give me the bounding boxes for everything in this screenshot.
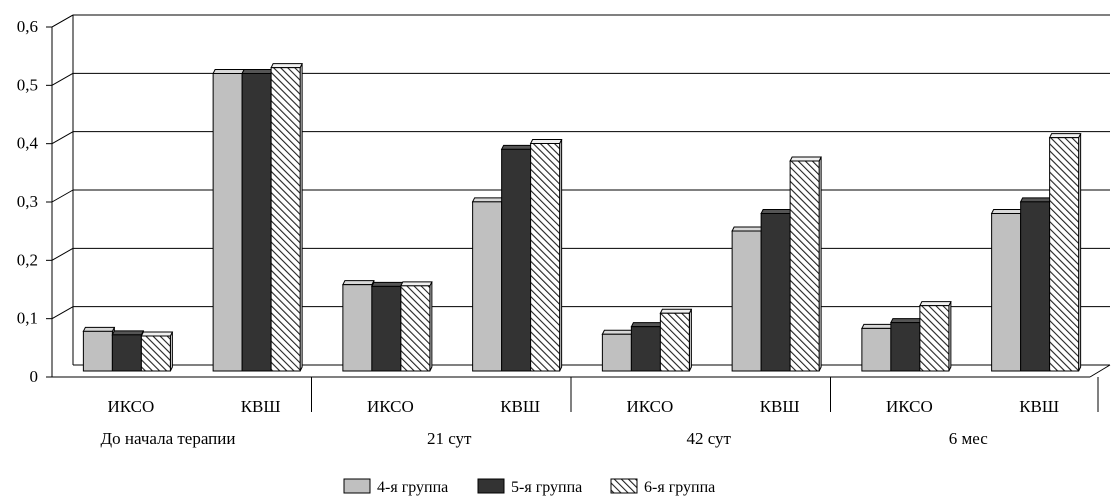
bar-top — [1019, 197, 1053, 203]
bar — [400, 285, 431, 372]
bar-top — [212, 69, 245, 74]
bar-top — [529, 139, 563, 144]
floor-right-edge — [1089, 364, 1111, 378]
gridline-depth — [51, 131, 74, 145]
group-label: 42 сут — [686, 429, 731, 448]
bar-top — [371, 281, 404, 287]
y-axis-depth-top — [51, 14, 74, 28]
legend-label: 5-я группа — [511, 479, 582, 496]
bar — [501, 148, 532, 372]
bar — [630, 326, 661, 372]
bar — [212, 73, 243, 372]
bar — [371, 285, 402, 372]
legend-label: 6-я группа — [644, 479, 715, 496]
category-label: ИКСО — [107, 397, 154, 416]
bar — [890, 322, 921, 372]
y-tick-label: 0,4 — [17, 134, 39, 153]
bar — [1020, 201, 1051, 372]
legend-label: 4-я группа — [377, 479, 448, 496]
y-tick-label: 0,2 — [17, 250, 38, 269]
bar — [1049, 137, 1080, 372]
category-label: КВШ — [760, 397, 800, 416]
bar — [789, 160, 820, 372]
bars-layer — [82, 63, 1082, 372]
bar — [760, 213, 791, 372]
legend-swatch — [343, 478, 371, 494]
bar — [861, 327, 892, 372]
category-label: КВШ — [500, 397, 540, 416]
bar-top — [82, 326, 116, 332]
category-label: КВШ — [1019, 397, 1059, 416]
bar — [270, 67, 301, 372]
group-label: 21 сут — [427, 429, 472, 448]
category-label: ИКСО — [886, 397, 933, 416]
bar-top — [861, 323, 894, 329]
category-label: КВШ — [241, 397, 281, 416]
bar-top — [919, 301, 952, 307]
group-label: 6 мес — [949, 429, 988, 448]
category-label: ИКСО — [367, 397, 414, 416]
gridline-depth — [51, 72, 74, 86]
bar-top — [890, 318, 923, 324]
bar — [111, 334, 142, 372]
y-tick-label: 0,6 — [17, 17, 38, 36]
bar — [731, 230, 762, 372]
bar — [342, 284, 373, 372]
bar-top — [659, 308, 693, 314]
category-label: ИКСО — [626, 397, 673, 416]
gridline-depth — [51, 306, 74, 320]
y-tick-label: 0,1 — [17, 309, 38, 328]
bar-top — [630, 322, 664, 328]
legend: 4-я группа 5-я группа 6-я группа — [343, 478, 715, 496]
bar — [991, 213, 1022, 372]
bar-top — [1048, 133, 1082, 139]
bar-top — [241, 69, 274, 74]
gridline-depth — [51, 189, 74, 203]
legend-swatch — [477, 478, 505, 494]
y-tick-label: 0,5 — [17, 75, 38, 94]
bar-top — [111, 330, 145, 336]
bar-top — [601, 329, 635, 335]
bar — [659, 312, 690, 372]
bar-top — [270, 63, 303, 69]
bar-top — [342, 280, 375, 286]
bar-top — [471, 197, 505, 203]
y-tick-label: 0 — [30, 367, 39, 386]
bar-top — [140, 331, 174, 337]
bar — [140, 335, 171, 372]
bar-top — [760, 209, 793, 214]
bar-top — [789, 156, 822, 162]
bar — [530, 143, 561, 372]
legend-swatch — [610, 478, 638, 494]
bar-top — [731, 226, 764, 232]
bar — [601, 333, 632, 372]
group-label: До начала терапии — [101, 429, 236, 448]
bar-top — [500, 144, 534, 150]
bar-top — [400, 281, 433, 287]
labels-layer: 0 0,1 0,2 0,3 0,4 0,5 0,6 ИКСО КВШ До начала тера… — [17, 17, 1059, 448]
bar — [241, 73, 272, 372]
bar-top — [990, 209, 1024, 214]
y-tick-label: 0,3 — [17, 192, 38, 211]
gridline-depth — [51, 247, 74, 261]
bar — [919, 305, 950, 372]
axes-layer — [46, 14, 1111, 412]
bar — [472, 201, 503, 372]
bar — [82, 330, 113, 372]
